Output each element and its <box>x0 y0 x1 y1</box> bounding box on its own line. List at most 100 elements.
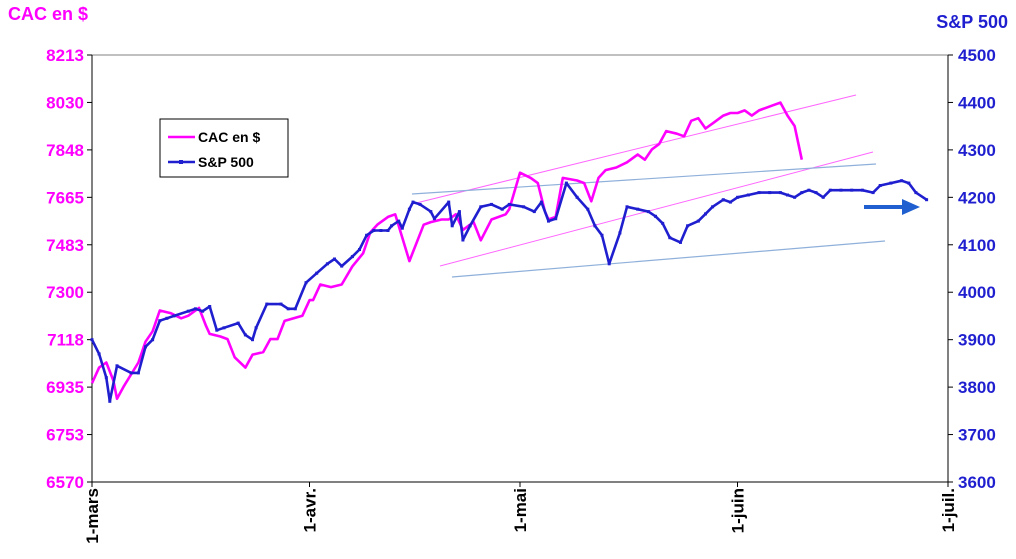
sp500-point <box>418 202 422 206</box>
x-tick-label: 1-mars <box>83 488 102 544</box>
left-tick-label: 7118 <box>47 331 84 350</box>
sp500-point <box>746 193 750 197</box>
sp500-point <box>860 188 864 192</box>
sp500-point <box>721 198 725 202</box>
sp500-point <box>564 181 568 185</box>
right-tick-label: 4300 <box>958 141 996 160</box>
sp500-point <box>507 202 511 206</box>
series-line-sp500 <box>90 179 928 403</box>
sp500-point <box>500 207 504 211</box>
left-axis-title: CAC en $ <box>8 4 88 24</box>
sp500-point <box>625 205 629 209</box>
sp500-point <box>136 371 140 375</box>
sp500-point <box>151 338 155 342</box>
sp500-point <box>757 191 761 195</box>
right-axis-ticks: 4500 4400 4300 4200 4100 4000 3900 3800 3700 3600 <box>948 46 996 492</box>
right-tick-label: 3600 <box>958 473 996 492</box>
left-tick-label: 7300 <box>46 283 84 302</box>
sp500-point <box>90 338 94 342</box>
sp500-point <box>129 371 133 375</box>
x-tick-label: 1-mai <box>511 488 530 532</box>
sp500-point <box>208 305 212 308</box>
sp500-point <box>325 262 329 266</box>
sp500-point <box>193 307 197 311</box>
sp500-point <box>97 352 101 356</box>
sp500-point <box>600 233 604 237</box>
sp500-point <box>539 200 543 204</box>
right-tick-label: 4100 <box>958 236 996 255</box>
right-tick-label: 3700 <box>958 426 996 445</box>
sp500-point <box>490 202 493 206</box>
sp500-point <box>358 248 361 251</box>
sp500-point <box>411 200 415 204</box>
series-line-cac <box>90 101 804 401</box>
sp500-point <box>661 221 665 225</box>
sp500-point <box>468 224 472 228</box>
sp500-point <box>390 224 394 228</box>
sp500-point <box>186 309 190 313</box>
left-tick-label: 6753 <box>46 426 84 445</box>
sp500-point <box>144 345 147 349</box>
sp500-point <box>365 233 369 237</box>
sp500-point <box>547 219 550 223</box>
sp500-point <box>850 188 854 192</box>
right-axis-title: S&P 500 <box>936 12 1008 32</box>
sp500-point <box>925 198 929 202</box>
sp500-point <box>778 191 782 195</box>
x-axis-ticks: 1-mars 1-avr. 1-mai 1-juin 1-juil. <box>83 482 958 544</box>
sp500-point <box>814 191 818 195</box>
sp500-point <box>878 184 882 187</box>
left-axis-ticks: 8213 8030 7848 7665 7483 7300 7118 6935 6753 6570 <box>46 46 92 492</box>
sp500-point <box>679 240 682 244</box>
sp500-point <box>704 212 707 216</box>
sp500-point <box>450 224 454 228</box>
sp500-point <box>108 399 112 403</box>
sp500-point <box>333 257 336 261</box>
sp-trend-upper <box>411 163 877 195</box>
sp500-point <box>286 307 290 311</box>
sp500-point <box>158 319 162 323</box>
left-tick-label: 8030 <box>46 93 84 112</box>
sp500-point <box>379 229 383 232</box>
sp500-point <box>400 226 404 230</box>
sp500-point <box>914 191 918 195</box>
sp500-point <box>686 224 690 228</box>
sp500-point <box>172 314 176 318</box>
sp500-point <box>807 188 811 192</box>
sp500-point <box>236 321 240 325</box>
left-tick-label: 7848 <box>46 141 84 160</box>
sp500-point <box>768 191 772 195</box>
sp500-point <box>889 181 893 185</box>
sp500-point <box>575 195 579 199</box>
sp500-point <box>315 271 319 275</box>
sp500-point <box>607 262 611 266</box>
right-tick-label: 4400 <box>958 93 996 112</box>
sp500-point <box>900 179 904 183</box>
sp500-point <box>696 219 700 223</box>
x-tick-label: 1-juin <box>729 488 748 533</box>
left-tick-label: 6935 <box>46 378 84 397</box>
sp500-point <box>429 210 433 214</box>
sp500-point <box>668 236 672 240</box>
sp500-point <box>479 205 483 209</box>
sp500-point <box>265 302 269 306</box>
sp500-point <box>254 326 258 330</box>
sp500-point <box>554 217 558 221</box>
sp500-point <box>215 328 219 332</box>
left-tick-label: 7483 <box>46 236 84 255</box>
sp500-point <box>593 224 597 228</box>
sp500-point <box>115 364 119 368</box>
right-tick-label: 4500 <box>958 46 996 65</box>
sp500-point <box>828 188 832 192</box>
sp500-point <box>350 255 354 259</box>
sp500-point <box>786 193 789 197</box>
sp500-point <box>618 231 622 235</box>
arrow-icon <box>864 199 920 215</box>
right-tick-label: 3900 <box>958 331 996 350</box>
legend-marker-sp500 <box>179 160 183 164</box>
sp500-point <box>304 281 308 285</box>
sp500-point <box>104 376 108 380</box>
sp500-point <box>646 210 650 214</box>
sp500-point <box>386 229 390 232</box>
